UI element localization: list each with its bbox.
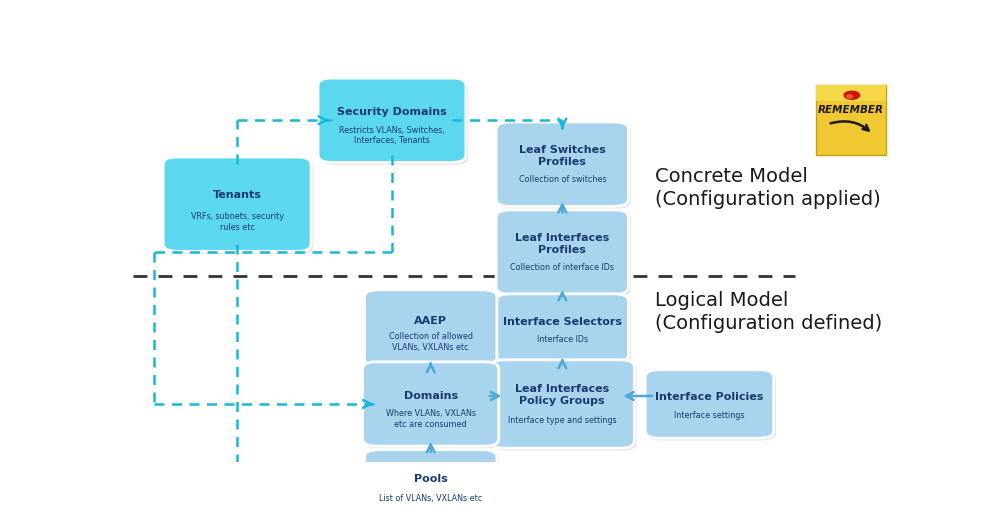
- Text: Concrete Model
(Configuration applied): Concrete Model (Configuration applied): [655, 167, 881, 209]
- Text: Leaf Interfaces
Profiles: Leaf Interfaces Profiles: [515, 233, 609, 255]
- Text: Tenants: Tenants: [213, 189, 262, 200]
- FancyBboxPatch shape: [493, 362, 636, 450]
- FancyBboxPatch shape: [491, 360, 634, 448]
- FancyBboxPatch shape: [321, 80, 469, 165]
- Text: Interface Selectors: Interface Selectors: [502, 317, 621, 326]
- FancyBboxPatch shape: [367, 292, 500, 368]
- FancyBboxPatch shape: [318, 78, 466, 162]
- Text: Pools: Pools: [414, 474, 448, 484]
- FancyBboxPatch shape: [816, 85, 886, 155]
- FancyBboxPatch shape: [365, 290, 497, 366]
- Text: VRFs, subnets, security
rules etc: VRFs, subnets, security rules etc: [191, 212, 284, 231]
- Text: Logical Model
(Configuration defined): Logical Model (Configuration defined): [655, 291, 882, 333]
- FancyBboxPatch shape: [363, 362, 499, 446]
- Text: Collection of interface IDs: Collection of interface IDs: [510, 263, 614, 272]
- Text: Leaf Interfaces
Policy Groups: Leaf Interfaces Policy Groups: [515, 384, 609, 406]
- FancyBboxPatch shape: [365, 450, 497, 519]
- Text: Interface type and settings: Interface type and settings: [508, 416, 616, 425]
- Text: Interface settings: Interface settings: [674, 412, 744, 420]
- Circle shape: [844, 91, 859, 99]
- FancyBboxPatch shape: [499, 125, 630, 209]
- FancyBboxPatch shape: [367, 452, 500, 519]
- FancyBboxPatch shape: [499, 296, 630, 365]
- FancyBboxPatch shape: [647, 372, 776, 441]
- Text: Collection of switches: Collection of switches: [518, 175, 606, 184]
- FancyBboxPatch shape: [499, 212, 630, 297]
- FancyBboxPatch shape: [163, 157, 311, 251]
- Text: AAEP: AAEP: [415, 316, 448, 325]
- Circle shape: [846, 95, 852, 98]
- Text: Domains: Domains: [404, 391, 458, 401]
- Text: Security Domains: Security Domains: [337, 107, 447, 117]
- Text: Interface IDs: Interface IDs: [536, 335, 587, 345]
- FancyBboxPatch shape: [645, 370, 773, 438]
- Text: List of VLANs, VXLANs etc: List of VLANs, VXLANs etc: [379, 494, 483, 503]
- Text: Leaf Switches
Profiles: Leaf Switches Profiles: [518, 145, 605, 167]
- FancyBboxPatch shape: [497, 294, 628, 362]
- FancyBboxPatch shape: [365, 364, 501, 448]
- Text: Where VLANs, VXLANs
etc are consumed: Where VLANs, VXLANs etc are consumed: [386, 409, 476, 429]
- Text: Interface Policies: Interface Policies: [655, 392, 763, 403]
- FancyBboxPatch shape: [166, 159, 314, 254]
- FancyBboxPatch shape: [497, 210, 628, 294]
- Text: Collection of allowed
VLANs, VXLANs etc: Collection of allowed VLANs, VXLANs etc: [389, 332, 473, 351]
- Text: Restricts VLANs, Switches,
Interfaces, Tenants: Restricts VLANs, Switches, Interfaces, T…: [340, 126, 445, 145]
- Text: REMEMBER: REMEMBER: [818, 105, 884, 115]
- FancyBboxPatch shape: [816, 85, 886, 101]
- FancyBboxPatch shape: [497, 122, 628, 207]
